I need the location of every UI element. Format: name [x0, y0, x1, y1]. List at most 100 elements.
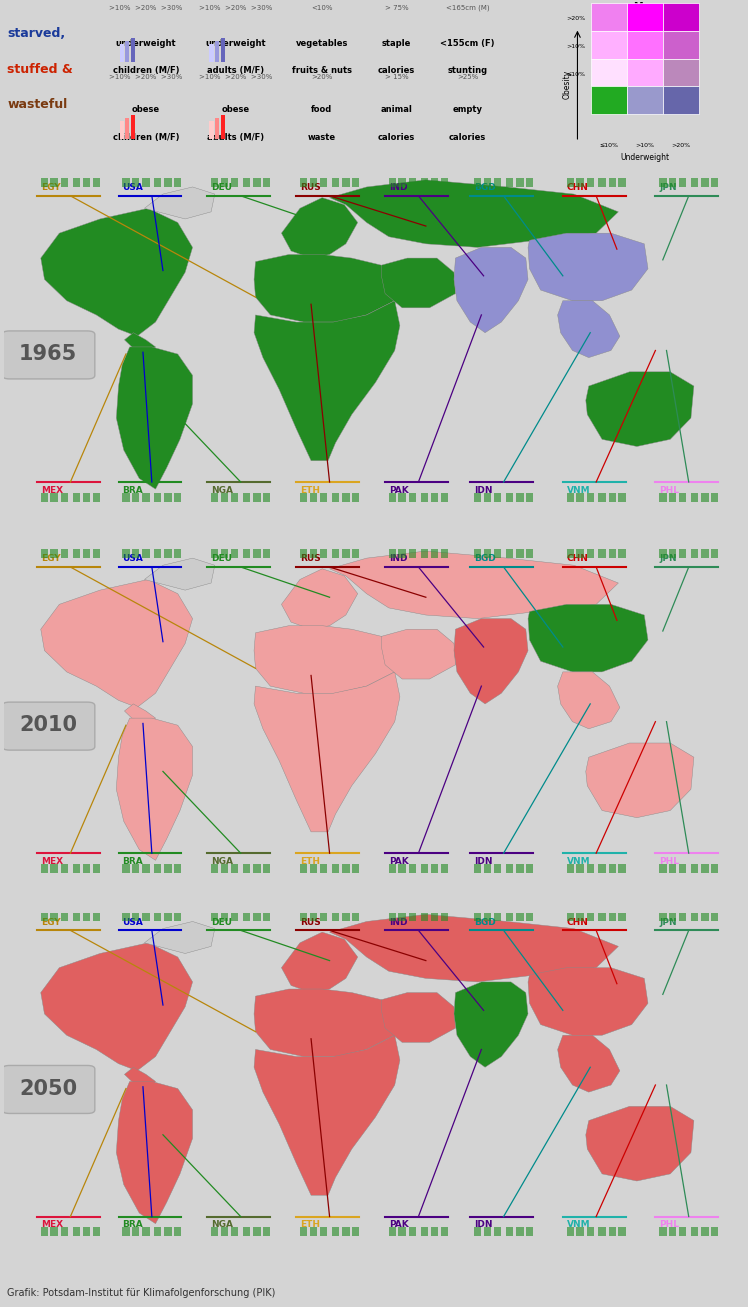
- Text: JPN: JPN: [659, 918, 677, 927]
- Bar: [50, 864, 58, 873]
- Bar: [221, 912, 228, 921]
- Polygon shape: [381, 992, 456, 1043]
- Bar: [679, 912, 687, 921]
- Bar: [619, 864, 626, 873]
- Text: IDN: IDN: [474, 486, 492, 494]
- Bar: [254, 912, 261, 921]
- Bar: [73, 549, 80, 558]
- Bar: [586, 493, 594, 502]
- Bar: [320, 864, 328, 873]
- Text: BGD: BGD: [474, 918, 496, 927]
- Text: Obesity: Obesity: [562, 71, 571, 99]
- Bar: [310, 493, 317, 502]
- Bar: [332, 864, 339, 873]
- Bar: [61, 178, 68, 187]
- Bar: [576, 912, 583, 921]
- Bar: [50, 1227, 58, 1236]
- Text: BRA: BRA: [122, 857, 143, 865]
- Bar: [211, 549, 218, 558]
- Bar: [399, 549, 406, 558]
- Text: <165cm (M): <165cm (M): [446, 5, 489, 12]
- Bar: [409, 1227, 416, 1236]
- Bar: [506, 912, 513, 921]
- Bar: [669, 864, 676, 873]
- Bar: [598, 493, 606, 502]
- Text: animal: animal: [381, 105, 412, 114]
- Bar: [120, 122, 124, 139]
- Bar: [174, 178, 182, 187]
- Bar: [254, 549, 261, 558]
- Polygon shape: [254, 255, 396, 322]
- Bar: [663, 59, 699, 86]
- Bar: [165, 549, 172, 558]
- Bar: [711, 493, 718, 502]
- Bar: [122, 864, 129, 873]
- Bar: [711, 549, 718, 558]
- Bar: [40, 178, 48, 187]
- Bar: [441, 549, 448, 558]
- Text: staple: staple: [381, 38, 411, 47]
- Bar: [142, 493, 150, 502]
- Polygon shape: [41, 942, 192, 1070]
- Bar: [591, 31, 627, 59]
- Bar: [679, 493, 687, 502]
- Bar: [93, 912, 100, 921]
- Polygon shape: [330, 180, 619, 247]
- Bar: [132, 864, 139, 873]
- Bar: [142, 912, 150, 921]
- Bar: [61, 864, 68, 873]
- Bar: [221, 1227, 228, 1236]
- Bar: [93, 1227, 100, 1236]
- Text: stuffed &: stuffed &: [7, 63, 73, 76]
- Text: obese: obese: [132, 105, 160, 114]
- Text: IDN: IDN: [474, 857, 492, 865]
- Polygon shape: [281, 197, 358, 257]
- FancyBboxPatch shape: [2, 702, 95, 750]
- Bar: [310, 178, 317, 187]
- Bar: [516, 912, 524, 921]
- Bar: [516, 1227, 524, 1236]
- Text: EGY: EGY: [40, 183, 61, 192]
- Bar: [566, 493, 574, 502]
- Bar: [122, 1227, 129, 1236]
- Bar: [221, 38, 225, 61]
- Text: 2010: 2010: [19, 715, 77, 736]
- Bar: [619, 1227, 626, 1236]
- Bar: [83, 864, 91, 873]
- Text: VNM: VNM: [566, 857, 590, 865]
- Bar: [526, 178, 533, 187]
- Bar: [598, 864, 606, 873]
- Bar: [609, 493, 616, 502]
- Bar: [586, 864, 594, 873]
- Bar: [73, 178, 80, 187]
- Text: CHN: CHN: [566, 554, 589, 563]
- Bar: [576, 864, 583, 873]
- Bar: [619, 912, 626, 921]
- Text: obese: obese: [221, 105, 250, 114]
- Bar: [441, 864, 448, 873]
- Bar: [231, 493, 239, 502]
- Text: ETH: ETH: [300, 486, 320, 494]
- Text: 1965: 1965: [19, 344, 77, 365]
- Bar: [165, 493, 172, 502]
- Bar: [352, 549, 359, 558]
- Bar: [474, 864, 482, 873]
- Bar: [494, 178, 501, 187]
- Bar: [342, 493, 349, 502]
- Bar: [211, 493, 218, 502]
- Bar: [61, 912, 68, 921]
- Bar: [332, 178, 339, 187]
- Bar: [211, 1227, 218, 1236]
- Bar: [679, 864, 687, 873]
- Bar: [221, 178, 228, 187]
- Bar: [663, 31, 699, 59]
- Bar: [174, 493, 182, 502]
- Bar: [174, 1227, 182, 1236]
- Text: <155cm (F): <155cm (F): [441, 38, 494, 47]
- Bar: [711, 178, 718, 187]
- Text: DEU: DEU: [211, 918, 232, 927]
- Bar: [93, 549, 100, 558]
- Text: 2050: 2050: [19, 1078, 77, 1099]
- Text: IND: IND: [389, 183, 408, 192]
- Bar: [420, 178, 428, 187]
